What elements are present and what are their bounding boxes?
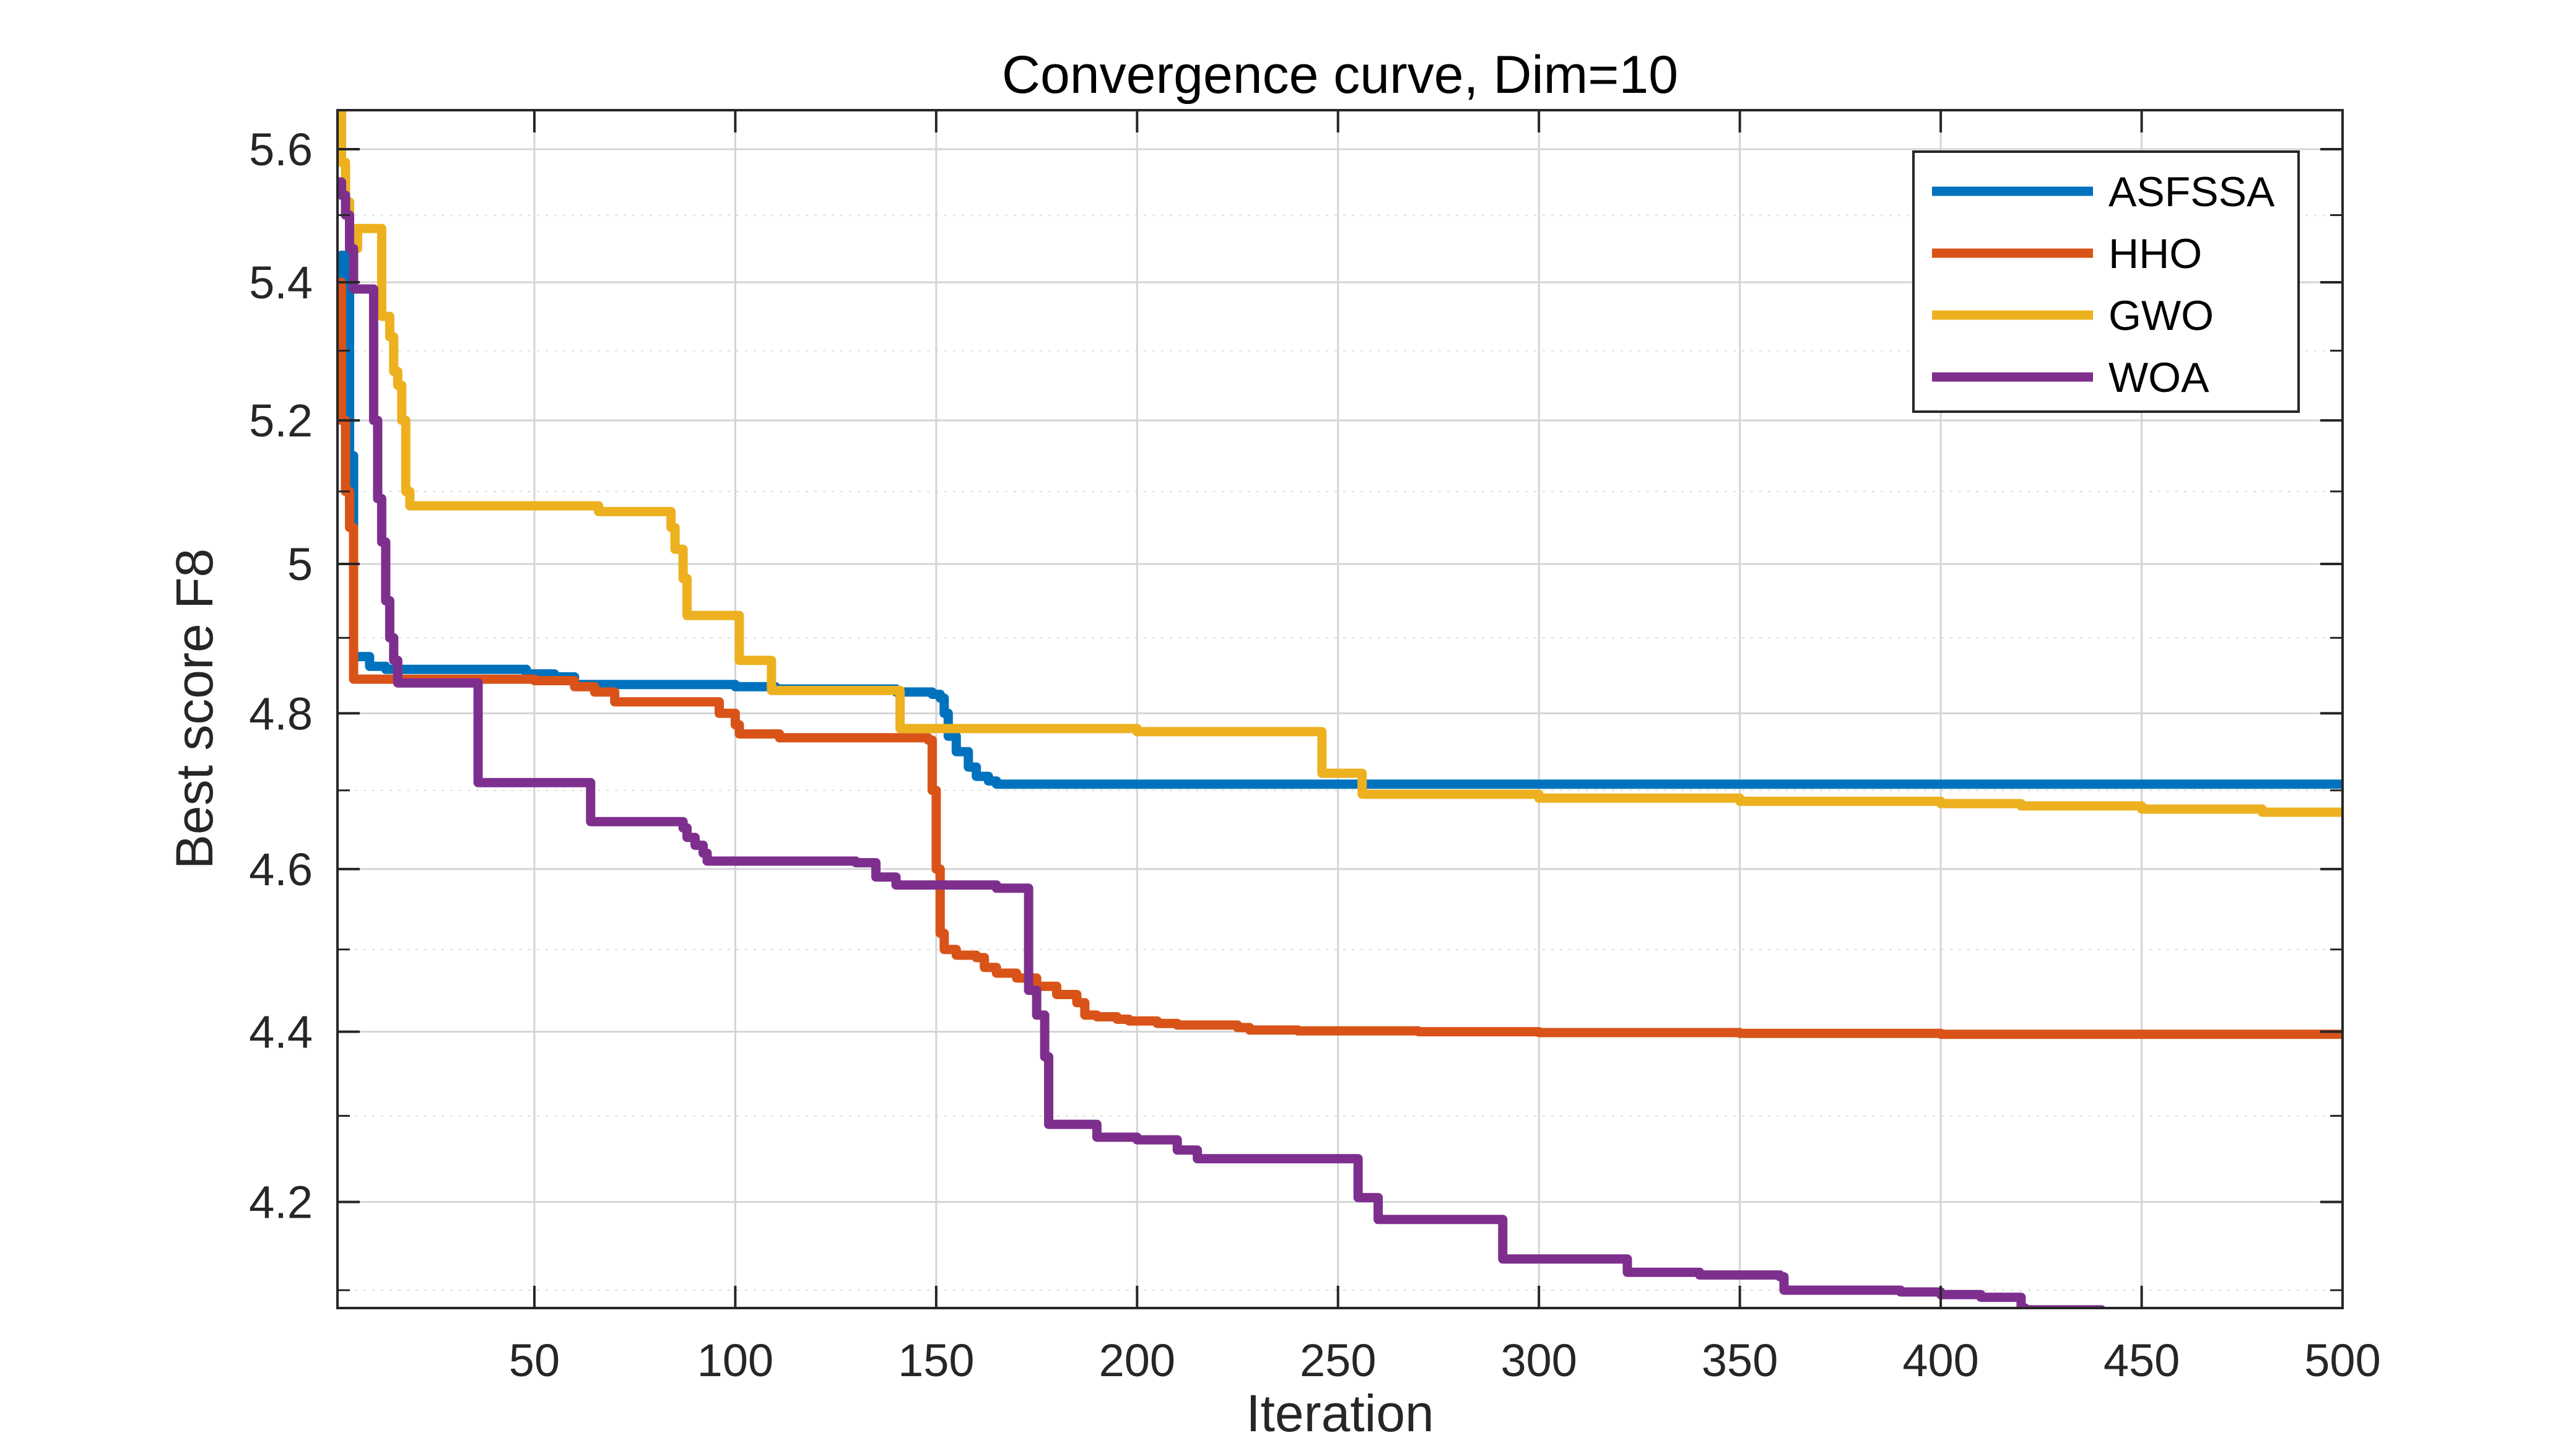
y-tick-label: 4.8 [249,688,313,739]
x-tick-label: 450 [2104,1335,2180,1386]
plot-area-border [336,109,2344,1309]
legend-label-asfssa: ASFSSA [2108,168,2275,215]
y-axis-label: Best score F8 [165,548,224,869]
y-tick-label: 5.6 [249,124,313,175]
y-tick-label: 4.2 [249,1177,313,1228]
y-tick-label: 4.4 [249,1007,313,1058]
x-tick-label: 300 [1500,1335,1577,1386]
x-tick-label: 500 [2304,1335,2380,1386]
x-tick-labels: 50 100 150 200 250 300 350 400 450 500 [509,1335,2381,1386]
legend-label-gwo: GWO [2108,292,2214,339]
y-tick-labels: 4.2 4.4 4.6 4.8 5 5.2 5.4 5.6 [249,124,313,1228]
series-lines [337,110,2343,1308]
x-tick-label: 200 [1099,1335,1175,1386]
series-line-gwo [337,110,2343,817]
series-line-hho [337,277,2343,1039]
legend-label-woa: WOA [2108,354,2209,401]
legend-label-hho: HHO [2108,230,2202,277]
x-tick-label: 100 [697,1335,773,1386]
x-tick-label: 150 [898,1335,974,1386]
x-tick-label: 50 [509,1335,560,1386]
chart-title: Convergence curve, Dim=10 [1002,45,1678,105]
x-tick-label: 250 [1300,1335,1376,1386]
x-axis-label: Iteration [1246,1384,1434,1442]
y-tick-label: 5.2 [249,395,313,446]
y-tick-label: 5.4 [249,257,313,308]
axis-ticks [337,110,2344,1308]
legend: ASFSSA HHO GWO WOA [1912,150,2300,413]
x-tick-label: 400 [1902,1335,1978,1386]
y-tick-label: 5 [287,539,313,590]
x-tick-label: 350 [1702,1335,1778,1386]
y-tick-label: 4.6 [249,844,313,895]
series-line-woa [337,177,2264,1308]
